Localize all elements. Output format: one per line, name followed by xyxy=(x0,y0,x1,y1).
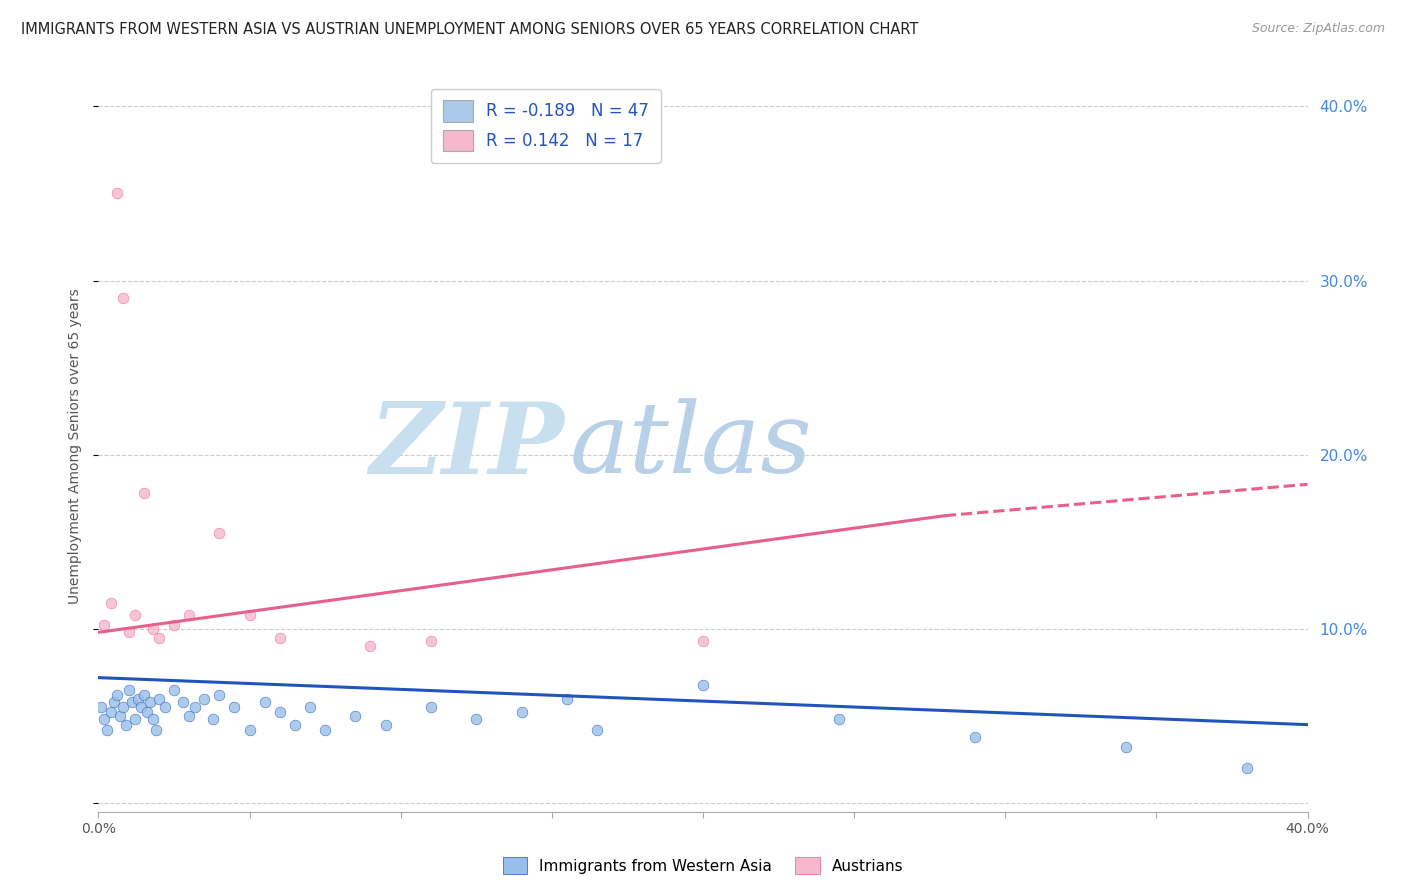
Point xyxy=(163,618,186,632)
Point xyxy=(179,709,201,723)
Point xyxy=(127,691,149,706)
Point xyxy=(269,706,291,720)
Point xyxy=(420,700,443,714)
Legend: Immigrants from Western Asia, Austrians: Immigrants from Western Asia, Austrians xyxy=(496,851,910,880)
Point xyxy=(108,709,131,723)
Point xyxy=(118,682,141,697)
Point xyxy=(555,691,578,706)
Point xyxy=(129,700,152,714)
Point xyxy=(139,695,162,709)
Point xyxy=(184,700,207,714)
Point xyxy=(253,695,276,709)
Point xyxy=(420,634,443,648)
Point xyxy=(103,695,125,709)
Legend: R = -0.189   N = 47, R = 0.142   N = 17: R = -0.189 N = 47, R = 0.142 N = 17 xyxy=(432,88,661,163)
Text: Source: ZipAtlas.com: Source: ZipAtlas.com xyxy=(1251,22,1385,36)
Point xyxy=(193,691,215,706)
Point xyxy=(314,723,336,737)
Text: ZIP: ZIP xyxy=(368,398,564,494)
Point xyxy=(360,640,382,654)
Point xyxy=(121,695,143,709)
Point xyxy=(239,723,262,737)
Point xyxy=(118,625,141,640)
Point xyxy=(692,634,714,648)
Point xyxy=(96,723,118,737)
Point xyxy=(224,700,246,714)
Point xyxy=(299,700,322,714)
Point xyxy=(93,618,115,632)
Point xyxy=(90,700,112,714)
Point xyxy=(208,688,231,702)
Y-axis label: Unemployment Among Seniors over 65 years: Unemployment Among Seniors over 65 years xyxy=(69,288,83,604)
Text: atlas: atlas xyxy=(569,399,813,493)
Point xyxy=(202,713,225,727)
Point xyxy=(828,713,851,727)
Point xyxy=(965,730,987,744)
Point xyxy=(132,688,155,702)
Point xyxy=(148,691,170,706)
Point xyxy=(374,717,396,731)
Point xyxy=(105,688,128,702)
Point xyxy=(586,723,609,737)
Point xyxy=(153,700,176,714)
Point xyxy=(124,607,146,622)
Text: IMMIGRANTS FROM WESTERN ASIA VS AUSTRIAN UNEMPLOYMENT AMONG SENIORS OVER 65 YEAR: IMMIGRANTS FROM WESTERN ASIA VS AUSTRIAN… xyxy=(21,22,918,37)
Point xyxy=(114,717,136,731)
Point xyxy=(1115,740,1137,755)
Point xyxy=(172,695,194,709)
Point xyxy=(1236,761,1258,775)
Point xyxy=(145,723,167,737)
Point xyxy=(105,186,128,201)
Point xyxy=(344,709,367,723)
Point xyxy=(100,596,122,610)
Point xyxy=(208,526,231,541)
Point xyxy=(132,486,155,500)
Point xyxy=(692,677,714,691)
Point xyxy=(93,713,115,727)
Point xyxy=(465,713,488,727)
Point xyxy=(163,682,186,697)
Point xyxy=(124,713,146,727)
Point xyxy=(142,622,165,636)
Point xyxy=(100,706,122,720)
Point xyxy=(135,706,157,720)
Point xyxy=(179,607,201,622)
Point xyxy=(510,706,533,720)
Point xyxy=(284,717,307,731)
Point xyxy=(111,700,134,714)
Point xyxy=(269,631,291,645)
Point xyxy=(111,291,134,305)
Point xyxy=(148,631,170,645)
Point xyxy=(142,713,165,727)
Point xyxy=(239,607,262,622)
